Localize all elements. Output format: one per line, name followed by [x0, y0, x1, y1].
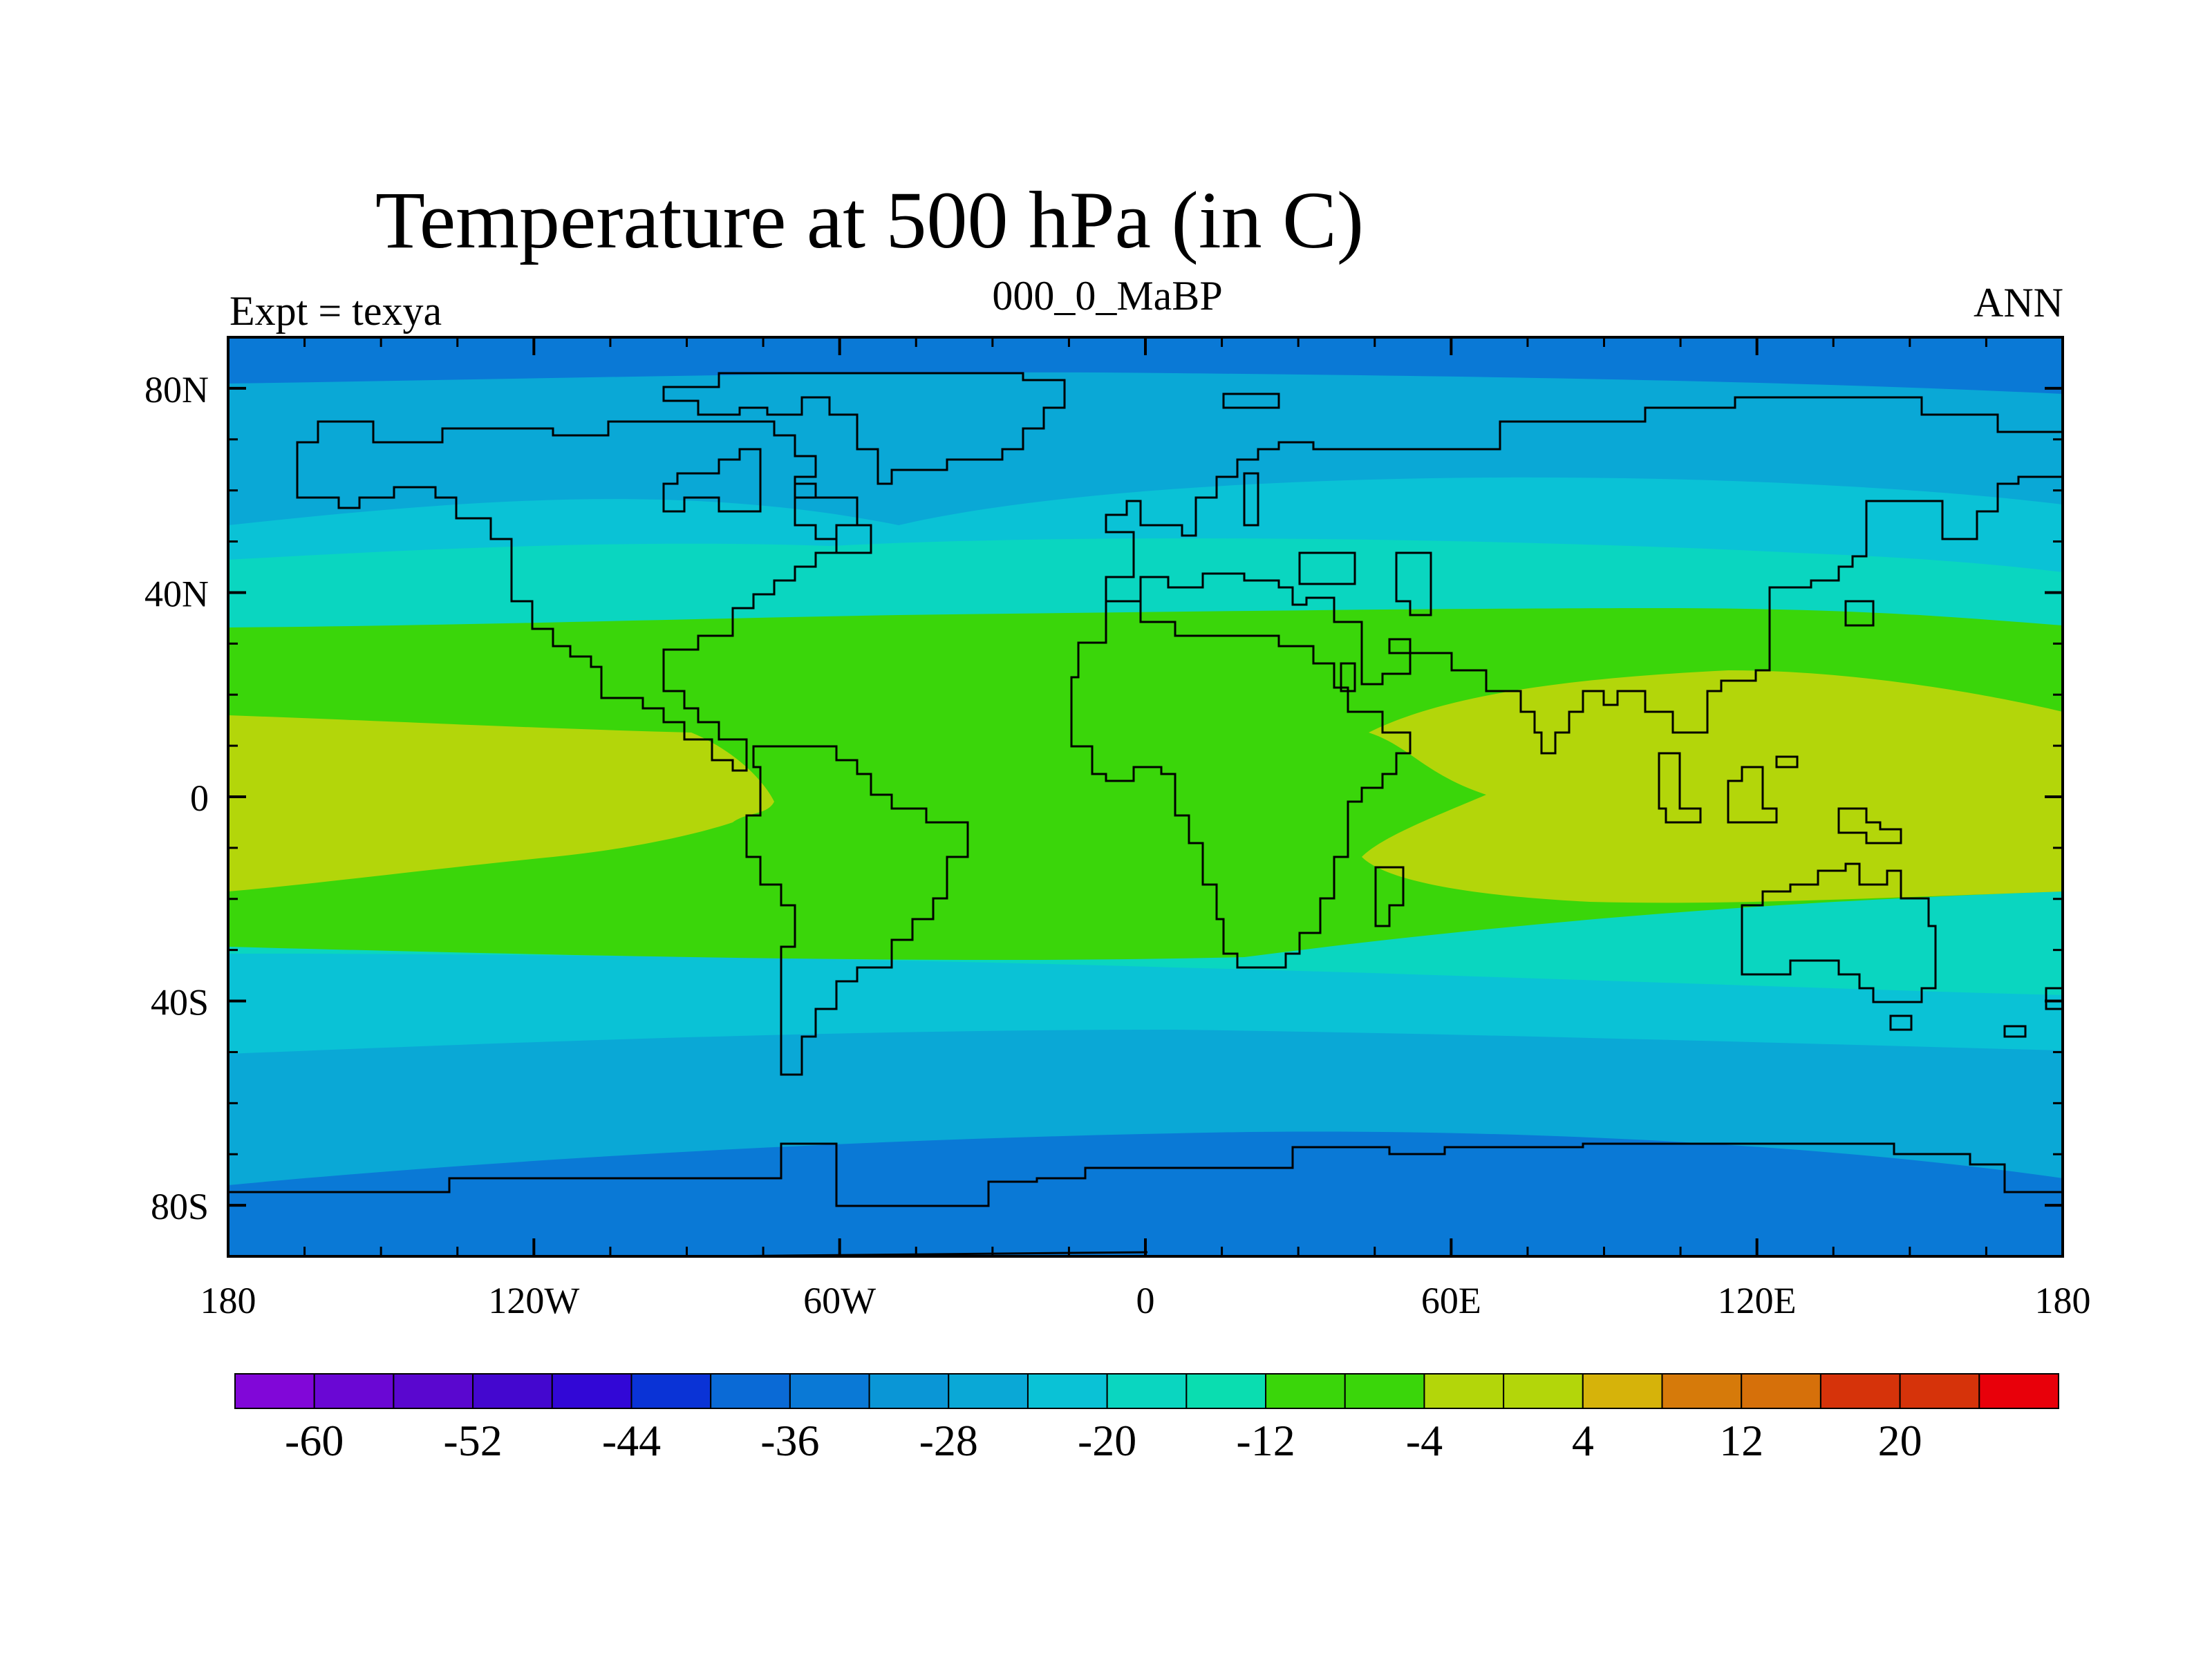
- lat-tick-label: 40S: [151, 982, 209, 1023]
- antarctica-coast: [228, 1142, 2063, 1207]
- colorbar-label: -12: [1236, 1416, 1295, 1465]
- australia-coast: [1741, 862, 1937, 1003]
- colorbar-labels: -60 -52 -44 -36 -28 -20 -12 -4 4 12 20: [285, 1416, 1922, 1465]
- colorbar-label: 12: [1719, 1416, 1763, 1465]
- colorbar-swatch: [1582, 1373, 1663, 1409]
- lat-tick-label: 80N: [144, 369, 209, 410]
- colorbar-swatch: [948, 1373, 1029, 1409]
- colorbar-swatch: [1185, 1373, 1267, 1409]
- greenland-2: [1222, 393, 1280, 527]
- caspian-coast: [1395, 551, 1432, 616]
- colorbar-swatch: [1503, 1373, 1584, 1409]
- colorbar-label: 20: [1878, 1416, 1922, 1465]
- europe-coast: [1105, 396, 2063, 755]
- longitude-ticks: 180 120W 60W 0 60E 120E 180: [200, 337, 2091, 1321]
- madagascar-coast: [1374, 866, 1405, 927]
- lon-tick-label: 60W: [803, 1280, 876, 1321]
- colorbar-swatch: [1027, 1373, 1108, 1409]
- colorbar-label: -36: [760, 1416, 819, 1465]
- arctic-island-2: [662, 448, 762, 513]
- colorbar: [234, 1373, 2060, 1409]
- colorbar-swatch: [868, 1373, 950, 1409]
- colorbar-swatch: [1899, 1373, 1980, 1409]
- temperature-field: [228, 337, 2063, 1256]
- lat-tick-label: 0: [190, 777, 209, 819]
- colorbar-label: 4: [1572, 1416, 1594, 1465]
- colorbar-swatch: [472, 1373, 553, 1409]
- arctic-islands: [662, 372, 1066, 485]
- lat-tick-label: 40N: [144, 573, 209, 614]
- colorbar-label: -4: [1406, 1416, 1443, 1465]
- greenland-coast: [794, 482, 872, 554]
- arabian-sea-islands: [1298, 551, 1356, 692]
- colorbar-swatch: [1344, 1373, 1425, 1409]
- japan-coast: [1844, 600, 1875, 627]
- lon-tick-label: 60E: [1421, 1280, 1481, 1321]
- tasmania-coast: [1889, 1014, 1913, 1031]
- latitude-ticks: 80N 40N 0 40S 80S: [144, 369, 2063, 1227]
- season-label: ANN: [1974, 280, 2063, 325]
- colorbar-swatch: [1661, 1373, 1743, 1409]
- colorbar-label: -44: [602, 1416, 661, 1465]
- experiment-label: Expt = texya: [229, 288, 442, 334]
- colorbar-label: -28: [919, 1416, 978, 1465]
- colorbar-swatch: [710, 1373, 791, 1409]
- colorbar-swatch: [1265, 1373, 1346, 1409]
- lon-tick-label: 180: [2035, 1280, 2091, 1321]
- minor-ticks: [227, 336, 2064, 1258]
- north-america-coast: [296, 420, 859, 772]
- colorbar-swatch: [789, 1373, 870, 1409]
- colorbar-swatch: [313, 1373, 395, 1409]
- south-america-coast: [745, 745, 969, 1076]
- indonesia-coast: [1658, 752, 1902, 844]
- colorbar-swatch: [1819, 1373, 1901, 1409]
- africa-coast: [1070, 600, 1412, 969]
- lon-tick-label: 180: [200, 1280, 256, 1321]
- band-warmest-equatorial: [228, 670, 2063, 903]
- colorbar-swatch: [551, 1373, 632, 1409]
- lat-tick-label: 80S: [151, 1186, 209, 1227]
- colorbar-swatch: [393, 1373, 474, 1409]
- lon-tick-label: 0: [1136, 1280, 1155, 1321]
- period-label: 000_0_MaBP: [992, 273, 1222, 319]
- colorbar-swatch: [1423, 1373, 1505, 1409]
- lon-tick-label: 120E: [1718, 1280, 1797, 1321]
- plot-title: Temperature at 500 hPa (in C): [375, 175, 1364, 265]
- colorbar-swatch: [1741, 1373, 1821, 1409]
- colorbar-swatch: [630, 1373, 712, 1409]
- colorbar-swatch: [1978, 1373, 2060, 1409]
- colorbar-swatch: [234, 1373, 315, 1409]
- lon-tick-label: 120W: [488, 1280, 579, 1321]
- colorbar-swatch: [1106, 1373, 1188, 1409]
- colorbar-label: -20: [1078, 1416, 1136, 1465]
- colorbar-label: -52: [443, 1416, 502, 1465]
- colorbar-label: -60: [285, 1416, 344, 1465]
